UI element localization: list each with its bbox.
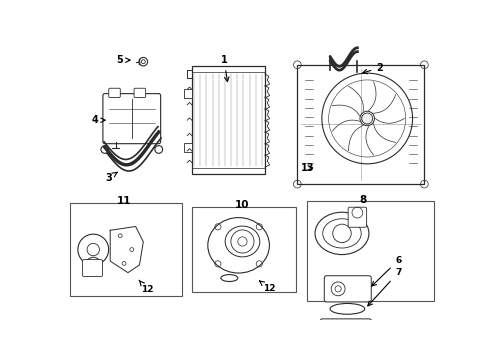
Text: 7: 7	[368, 268, 401, 306]
Bar	[184, 143, 192, 152]
FancyBboxPatch shape	[324, 276, 371, 302]
Text: 2: 2	[363, 63, 383, 74]
FancyBboxPatch shape	[134, 88, 146, 98]
Text: 10: 10	[235, 200, 249, 210]
Circle shape	[362, 113, 372, 124]
Bar	[70, 203, 182, 296]
Bar	[297, 65, 424, 184]
Text: 9: 9	[0, 359, 1, 360]
FancyBboxPatch shape	[348, 207, 367, 227]
FancyBboxPatch shape	[82, 260, 102, 276]
Bar	[192, 207, 296, 292]
Text: 8: 8	[359, 194, 367, 204]
Bar	[192, 66, 265, 174]
Text: 4: 4	[92, 115, 105, 125]
Text: 5: 5	[116, 55, 130, 65]
FancyBboxPatch shape	[319, 319, 372, 352]
FancyBboxPatch shape	[109, 88, 121, 98]
Text: 3: 3	[105, 172, 117, 183]
Bar	[307, 201, 434, 301]
Text: 13: 13	[300, 163, 314, 173]
Text: 12: 12	[260, 281, 275, 293]
FancyBboxPatch shape	[103, 94, 161, 144]
Text: 12: 12	[139, 280, 153, 294]
Bar	[184, 89, 192, 98]
Text: 11: 11	[117, 196, 131, 206]
Text: 6: 6	[372, 256, 401, 286]
Text: 1: 1	[221, 55, 229, 82]
